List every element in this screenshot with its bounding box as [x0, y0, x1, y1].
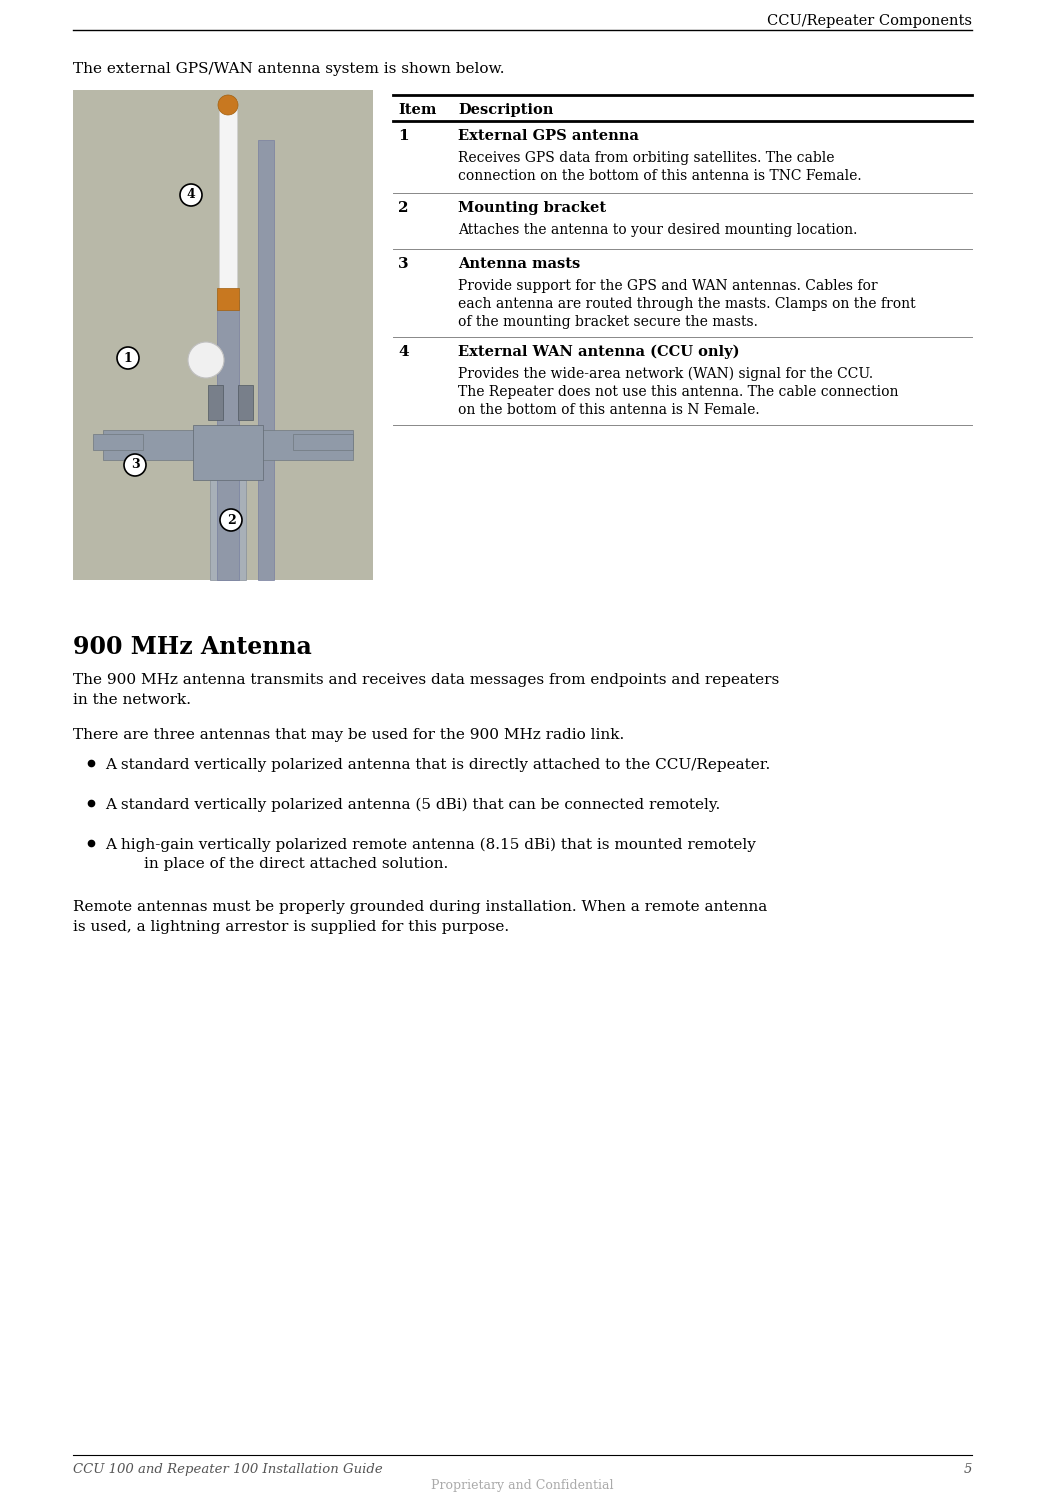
- Bar: [238, 385, 253, 420]
- Circle shape: [124, 454, 146, 476]
- Text: 1: 1: [398, 128, 409, 143]
- Text: CCU/Repeater Components: CCU/Repeater Components: [767, 13, 972, 28]
- Bar: [193, 426, 263, 481]
- Bar: [93, 434, 143, 449]
- Text: Attaches the antenna to your desired mounting location.: Attaches the antenna to your desired mou…: [458, 222, 857, 237]
- Text: Provide support for the GPS and WAN antennas. Cables for
each antenna are routed: Provide support for the GPS and WAN ante…: [458, 279, 915, 328]
- Bar: [210, 481, 246, 579]
- Text: There are three antennas that may be used for the 900 MHz radio link.: There are three antennas that may be use…: [73, 729, 624, 742]
- Circle shape: [180, 184, 202, 206]
- Text: External GPS antenna: External GPS antenna: [458, 128, 638, 143]
- Text: Receives GPS data from orbiting satellites. The cable
connection on the bottom o: Receives GPS data from orbiting satellit…: [458, 151, 862, 182]
- Text: Provides the wide-area network (WAN) signal for the CCU.
The Repeater does not u: Provides the wide-area network (WAN) sig…: [458, 367, 899, 417]
- Text: 2: 2: [227, 514, 235, 527]
- Text: Proprietary and Confidential: Proprietary and Confidential: [432, 1480, 613, 1492]
- Bar: [293, 434, 353, 449]
- Text: 4: 4: [398, 345, 409, 358]
- Text: Item: Item: [398, 103, 437, 116]
- Text: Mounting bracket: Mounting bracket: [458, 202, 606, 215]
- Text: 2: 2: [398, 202, 409, 215]
- Text: 5: 5: [963, 1463, 972, 1477]
- Text: 1: 1: [123, 351, 133, 364]
- Bar: [208, 385, 223, 420]
- Text: A high-gain vertically polarized remote antenna (8.15 dBi) that is mounted remot: A high-gain vertically polarized remote …: [104, 838, 756, 872]
- Text: External WAN antenna (CCU only): External WAN antenna (CCU only): [458, 345, 740, 360]
- Bar: [219, 100, 237, 305]
- Circle shape: [218, 96, 238, 115]
- Text: 3: 3: [131, 458, 139, 472]
- Bar: [103, 430, 353, 460]
- Text: 3: 3: [398, 257, 409, 272]
- Text: 900 MHz Antenna: 900 MHz Antenna: [73, 635, 311, 658]
- Text: A standard vertically polarized antenna (5 dBi) that can be connected remotely.: A standard vertically polarized antenna …: [104, 797, 720, 812]
- Circle shape: [188, 342, 224, 378]
- Text: Description: Description: [458, 103, 554, 116]
- Bar: [217, 288, 239, 311]
- Bar: [258, 140, 274, 579]
- Circle shape: [117, 346, 139, 369]
- Text: 4: 4: [187, 188, 195, 202]
- Circle shape: [220, 509, 242, 532]
- Bar: [73, 90, 373, 579]
- Text: Remote antennas must be properly grounded during installation. When a remote ant: Remote antennas must be properly grounde…: [73, 900, 767, 933]
- Text: The external GPS/WAN antenna system is shown below.: The external GPS/WAN antenna system is s…: [73, 63, 505, 76]
- Text: A standard vertically polarized antenna that is directly attached to the CCU/Rep: A standard vertically polarized antenna …: [104, 758, 770, 772]
- Bar: [217, 300, 239, 579]
- Text: The 900 MHz antenna transmits and receives data messages from endpoints and repe: The 900 MHz antenna transmits and receiv…: [73, 673, 780, 706]
- Text: Antenna masts: Antenna masts: [458, 257, 580, 272]
- Text: CCU 100 and Repeater 100 Installation Guide: CCU 100 and Repeater 100 Installation Gu…: [73, 1463, 382, 1477]
